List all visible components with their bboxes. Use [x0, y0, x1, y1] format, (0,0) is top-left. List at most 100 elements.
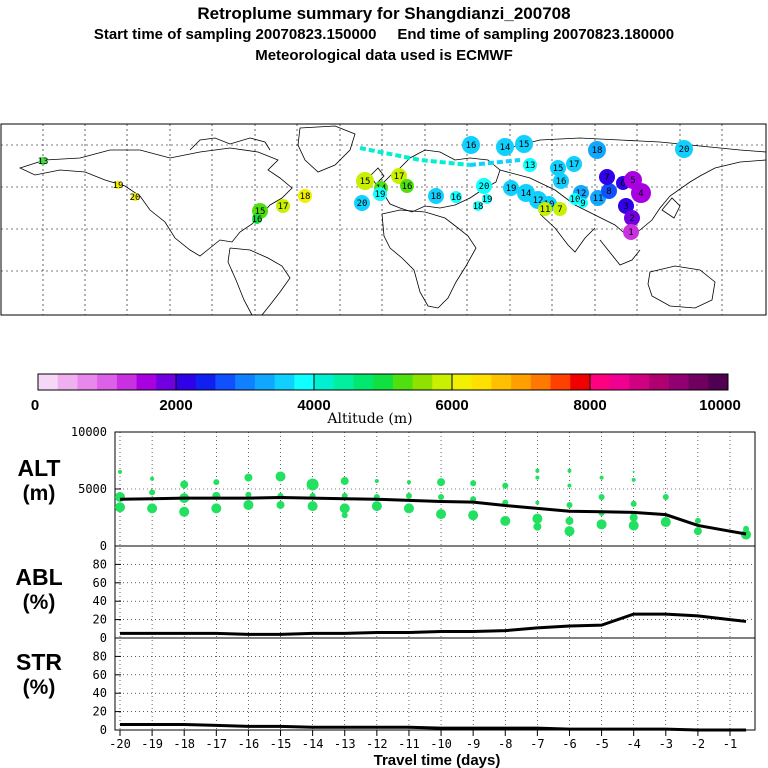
altitude-colorbar: 0 2000 4000 6000 8000 10000 Altitude (m) — [31, 373, 741, 427]
colorbar-cell — [77, 374, 98, 390]
alt-scatter-point — [660, 517, 671, 528]
x-tick-label: -7 — [530, 737, 544, 751]
alt-scatter-point — [406, 480, 411, 485]
alt-panel-unit: (m) — [23, 482, 56, 505]
plume-centroid-marker — [114, 181, 122, 189]
y-tick-label: 0 — [100, 631, 107, 645]
y-tick-label: 10000 — [71, 425, 107, 439]
plume-day-label: 16 — [466, 141, 477, 151]
alt-scatter-point — [567, 468, 572, 473]
x-tick-label: -15 — [270, 737, 292, 751]
colorbar-cell — [294, 374, 315, 390]
alt-scatter-point — [147, 503, 158, 514]
y-tick-label: 40 — [93, 686, 107, 700]
alt-scatter-point — [631, 477, 636, 482]
x-tick-label: -6 — [562, 737, 576, 751]
colorbar-cell — [333, 374, 354, 390]
plume-centroid-marker — [400, 179, 414, 193]
alt-scatter-point — [629, 513, 638, 522]
y-tick-label: 20 — [93, 705, 107, 719]
x-tick-label: -3 — [659, 737, 673, 751]
x-tick-label: -5 — [594, 737, 608, 751]
alt-scatter-point — [276, 500, 285, 509]
plume-day-label: 19 — [482, 195, 493, 205]
alt-scatter-point — [436, 509, 447, 520]
x-tick-label: -12 — [366, 737, 388, 751]
plume-day-label: 17 — [569, 160, 580, 170]
alt-scatter-point — [150, 476, 155, 481]
alt-scatter-point — [115, 502, 125, 513]
plume-centroid-marker — [618, 198, 634, 214]
colorbar-cell — [491, 374, 512, 390]
alt-scatter-point — [535, 500, 540, 505]
plume-centroid-marker — [538, 202, 552, 216]
alt-scatter-point — [565, 516, 574, 525]
plume-track-line — [359, 146, 471, 167]
plume-centroid-marker — [482, 194, 492, 204]
series-line-alt — [119, 496, 747, 536]
colorbar-cell — [156, 374, 177, 390]
colorbar-cell — [215, 374, 236, 390]
y-tick-label: 0 — [100, 539, 107, 553]
alt-scatter-point — [632, 470, 635, 473]
colorbar-cell — [688, 374, 709, 390]
plume-day-label: 18 — [431, 192, 442, 202]
alt-scatter-point — [341, 512, 348, 519]
x-tick-label: -9 — [466, 737, 480, 751]
coastlines — [18, 125, 767, 316]
time-series-panels: -20 -19 -18 -17 -16 -15 -14 -13 -12 -11 -10 -9 -8 -7-… — [15, 425, 756, 768]
plume-centroid-marker — [356, 172, 374, 190]
plume-day-label: 10 — [570, 195, 581, 205]
plume-centroid-marker — [553, 202, 567, 216]
str-panel-unit: (%) — [23, 676, 56, 699]
colorbar-cell — [254, 374, 276, 390]
plume-centroid-marker — [599, 169, 615, 185]
plume-day-label: 19 — [113, 181, 124, 191]
plume-day-label: 16 — [402, 182, 413, 192]
plume-centroid-marker — [631, 183, 651, 203]
colorbar-tick: 4000 — [297, 397, 330, 414]
plume-day-label: 17 — [278, 202, 289, 212]
plume-day-label: 2 — [629, 214, 634, 224]
alt-scatter-point — [567, 483, 572, 488]
plume-centroid-marker — [473, 201, 483, 211]
plume-centroid-marker — [252, 214, 262, 224]
alt-scatter-point — [468, 510, 479, 521]
colorbar-cell — [353, 374, 374, 390]
plume-day-label: 15 — [255, 207, 266, 217]
x-tick-label: -8 — [498, 737, 512, 751]
colorbar-cell — [57, 374, 78, 390]
colorbar-tick: 8000 — [573, 397, 606, 414]
plume-day-label: 14 — [500, 143, 511, 153]
x-tick-label: -13 — [334, 737, 356, 751]
colorbar-cell — [609, 374, 630, 390]
plume-day-label: 9 — [580, 199, 585, 209]
colorbar-cell — [274, 374, 295, 390]
alt-scatter-point — [405, 492, 412, 499]
alt-scatter-point — [243, 499, 254, 510]
y-tick-label: 60 — [93, 576, 107, 590]
colorbar-cell — [708, 374, 729, 390]
plume-day-label: 15 — [553, 164, 564, 174]
y-tick-label: 80 — [93, 557, 107, 571]
y-tick-label: 0 — [100, 723, 107, 737]
alt-scatter-point — [535, 468, 540, 473]
plume-day-label: 6 — [620, 179, 625, 189]
y-tick-label: 20 — [93, 613, 107, 627]
plume-centroid-marker — [462, 136, 480, 154]
plume-day-label: 11 — [540, 205, 551, 215]
colorbar-cell — [116, 374, 138, 390]
plume-centroid-marker — [450, 191, 462, 203]
colorbar-title: Altitude (m) — [326, 411, 412, 427]
plume-centroid-marker — [476, 178, 492, 194]
plume-centroid-marker — [131, 193, 139, 201]
colorbar-cell — [373, 374, 394, 390]
met-data-line: Meteorological data used is ECMWF — [255, 47, 513, 64]
plume-day-label: 5 — [630, 176, 635, 186]
plume-day-label: 20 — [130, 193, 141, 203]
plume-centroid-marker — [39, 157, 47, 165]
sampling-time-line: Start time of sampling 20070823.150000 E… — [93, 26, 675, 43]
colorbar-tick: 10000 — [699, 397, 741, 414]
alt-panel-label: ALT — [17, 455, 60, 481]
alt-scatter-point — [275, 471, 286, 482]
